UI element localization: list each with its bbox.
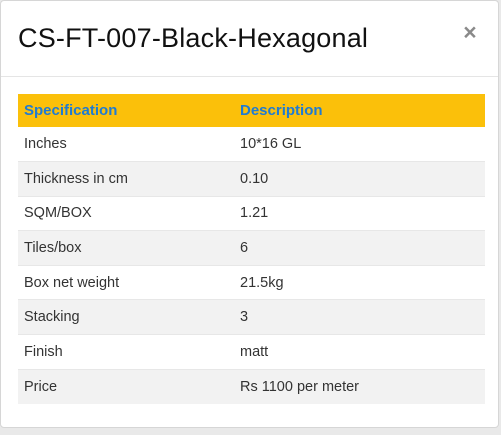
column-header-description: Description [235, 94, 485, 127]
spec-cell: Finish [18, 334, 235, 370]
modal-header: CS-FT-007-Black-Hexagonal × [1, 1, 498, 77]
table-row: Price Rs 1100 per meter [18, 369, 485, 404]
specification-table: Specification Description Inches 10*16 G… [18, 94, 485, 404]
product-spec-modal: CS-FT-007-Black-Hexagonal × Specificatio… [0, 0, 499, 428]
column-header-specification: Specification [18, 94, 235, 127]
spec-cell: Stacking [18, 299, 235, 336]
table-header-row: Specification Description [18, 94, 485, 127]
modal-body: Specification Description Inches 10*16 G… [18, 94, 485, 404]
close-icon[interactable]: × [463, 19, 477, 45]
spec-cell: SQM/BOX [18, 196, 235, 232]
table-row: SQM/BOX 1.21 [18, 196, 485, 232]
description-cell: 6 [235, 230, 485, 266]
spec-cell: Inches [18, 127, 235, 163]
table-row: Finish matt [18, 334, 485, 370]
description-cell: 1.21 [235, 196, 485, 232]
description-cell: Rs 1100 per meter [235, 369, 485, 404]
description-cell: 10*16 GL [235, 127, 485, 163]
spec-cell: Price [18, 369, 235, 404]
table-row: Box net weight 21.5kg [18, 265, 485, 301]
description-cell: 21.5kg [235, 265, 485, 301]
description-cell: 0.10 [235, 161, 485, 197]
spec-cell: Box net weight [18, 265, 235, 301]
modal-title: CS-FT-007-Black-Hexagonal [18, 23, 369, 53]
table-row: Stacking 3 [18, 299, 485, 336]
table-row: Tiles/box 6 [18, 230, 485, 266]
table-row: Thickness in cm 0.10 [18, 161, 485, 197]
description-cell: 3 [235, 299, 485, 336]
spec-cell: Thickness in cm [18, 161, 235, 197]
table-row: Inches 10*16 GL [18, 127, 485, 163]
description-cell: matt [235, 334, 485, 370]
spec-cell: Tiles/box [18, 230, 235, 266]
